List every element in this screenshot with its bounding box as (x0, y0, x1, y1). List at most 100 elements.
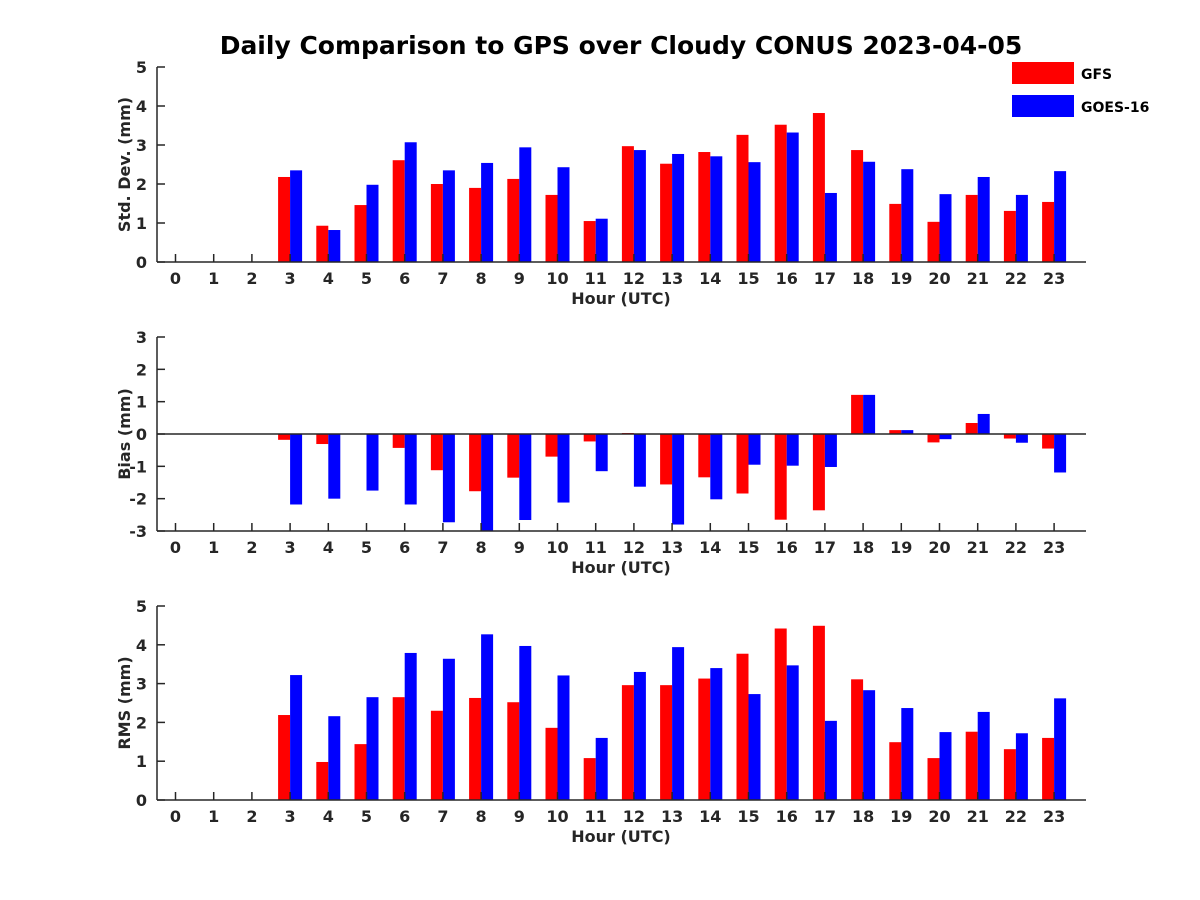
bar-bias-gfs-8 (469, 434, 482, 492)
x-tick-label-bias: 5 (361, 538, 372, 557)
bar-bias-gfs-20 (927, 434, 940, 443)
x-tick-label-rms: 18 (852, 807, 874, 826)
x-tick-label-stddev: 18 (852, 269, 874, 288)
bar-bias-gfs-23 (1042, 434, 1055, 449)
bar-bias-gfs-21 (965, 423, 978, 434)
y-tick-label-bias: -3 (129, 522, 147, 541)
x-tick-label-stddev: 5 (361, 269, 372, 288)
x-tick-label-bias: 7 (437, 538, 448, 557)
bar-stddev-goes16-6 (404, 142, 417, 262)
bar-rms-gfs-21 (965, 731, 978, 800)
x-tick-label-bias: 1 (208, 538, 219, 557)
x-tick-label-stddev: 10 (546, 269, 568, 288)
bar-rms-gfs-18 (851, 679, 864, 800)
x-tick-label-bias: 0 (170, 538, 181, 557)
x-axis-label-bias: Hour (UTC) (571, 558, 671, 577)
bar-bias-goes16-13 (672, 434, 685, 525)
x-axis-label-stddev: Hour (UTC) (571, 289, 671, 308)
x-tick-label-bias: 6 (399, 538, 410, 557)
x-tick-label-bias: 20 (928, 538, 950, 557)
x-tick-label-rms: 2 (246, 807, 257, 826)
bar-rms-goes16-18 (863, 690, 876, 800)
bar-rms-goes16-14 (710, 668, 723, 800)
bar-rms-gfs-19 (889, 742, 902, 800)
bar-bias-goes16-20 (939, 434, 952, 440)
bar-stddev-goes16-7 (442, 170, 455, 262)
bar-stddev-goes16-13 (672, 153, 685, 262)
x-tick-label-rms: 14 (699, 807, 721, 826)
bar-stddev-goes16-5 (366, 184, 379, 262)
bar-stddev-goes16-10 (557, 167, 570, 262)
bar-stddev-gfs-9 (507, 178, 520, 262)
y-tick-label-stddev: 0 (136, 253, 147, 272)
bar-stddev-goes16-22 (1015, 194, 1028, 262)
x-tick-label-bias: 4 (323, 538, 334, 557)
bar-bias-goes16-11 (595, 434, 608, 472)
bar-stddev-gfs-8 (469, 187, 482, 262)
bar-rms-gfs-14 (698, 678, 711, 800)
bar-stddev-goes16-8 (481, 162, 494, 262)
x-tick-label-stddev: 8 (476, 269, 487, 288)
bar-stddev-goes16-17 (824, 192, 837, 262)
x-tick-label-bias: 13 (661, 538, 683, 557)
bar-bias-goes16-9 (519, 434, 532, 521)
bar-rms-goes16-23 (1054, 698, 1067, 800)
chart-title: Daily Comparison to GPS over Cloudy CONU… (220, 31, 1023, 60)
x-tick-label-stddev: 7 (437, 269, 448, 288)
bar-stddev-gfs-10 (545, 194, 558, 262)
bar-bias-goes16-7 (442, 434, 455, 523)
bar-stddev-goes16-9 (519, 147, 532, 262)
y-tick-label-stddev: 4 (136, 97, 147, 116)
x-tick-label-bias: 16 (776, 538, 798, 557)
bar-stddev-gfs-14 (698, 152, 711, 262)
x-tick-label-rms: 8 (476, 807, 487, 826)
bar-rms-goes16-16 (786, 665, 799, 800)
bar-rms-gfs-5 (354, 744, 367, 800)
bar-bias-gfs-6 (392, 434, 405, 448)
y-axis-label-rms: RMS (mm) (115, 656, 134, 749)
x-tick-label-bias: 21 (967, 538, 989, 557)
y-tick-label-bias: -1 (129, 457, 147, 476)
bar-rms-goes16-17 (824, 720, 837, 800)
x-tick-label-stddev: 0 (170, 269, 181, 288)
bar-rms-goes16-7 (442, 658, 455, 800)
legend-label-goes16: GOES-16 (1081, 100, 1149, 116)
x-tick-label-stddev: 17 (814, 269, 836, 288)
bar-rms-goes16-12 (633, 671, 646, 800)
x-tick-label-rms: 19 (890, 807, 912, 826)
x-tick-label-rms: 4 (323, 807, 334, 826)
bar-stddev-goes16-4 (328, 230, 341, 262)
x-tick-label-rms: 21 (967, 807, 989, 826)
x-tick-label-bias: 9 (514, 538, 525, 557)
bar-bias-goes16-16 (786, 434, 799, 466)
bar-stddev-gfs-23 (1042, 201, 1055, 262)
bar-rms-gfs-13 (660, 685, 673, 800)
x-tick-label-rms: 3 (285, 807, 296, 826)
x-tick-label-rms: 5 (361, 807, 372, 826)
bar-stddev-gfs-18 (851, 150, 864, 262)
bar-bias-gfs-18 (851, 394, 864, 434)
y-tick-label-bias: 2 (136, 360, 147, 379)
bar-stddev-goes16-11 (595, 218, 608, 262)
x-tick-label-bias: 15 (737, 538, 759, 557)
x-tick-label-stddev: 11 (585, 269, 607, 288)
bar-stddev-gfs-13 (660, 163, 673, 262)
bar-rms-gfs-12 (621, 685, 634, 800)
bar-bias-goes16-23 (1054, 434, 1067, 473)
bar-rms-goes16-10 (557, 675, 570, 800)
x-tick-label-stddev: 3 (285, 269, 296, 288)
bar-rms-gfs-6 (392, 697, 405, 800)
y-tick-label-bias: 3 (136, 328, 147, 347)
x-tick-label-stddev: 2 (246, 269, 257, 288)
y-tick-label-stddev: 5 (136, 58, 147, 77)
legend-label-gfs: GFS (1081, 67, 1112, 83)
x-tick-label-stddev: 16 (776, 269, 798, 288)
bar-rms-goes16-15 (748, 694, 761, 800)
legend: GFS GOES-16 (1012, 62, 1149, 117)
x-tick-label-rms: 7 (437, 807, 448, 826)
bar-bias-goes16-22 (1015, 434, 1028, 443)
x-tick-label-stddev: 13 (661, 269, 683, 288)
x-tick-label-bias: 2 (246, 538, 257, 557)
x-tick-label-stddev: 23 (1043, 269, 1065, 288)
bar-stddev-gfs-21 (965, 194, 978, 262)
